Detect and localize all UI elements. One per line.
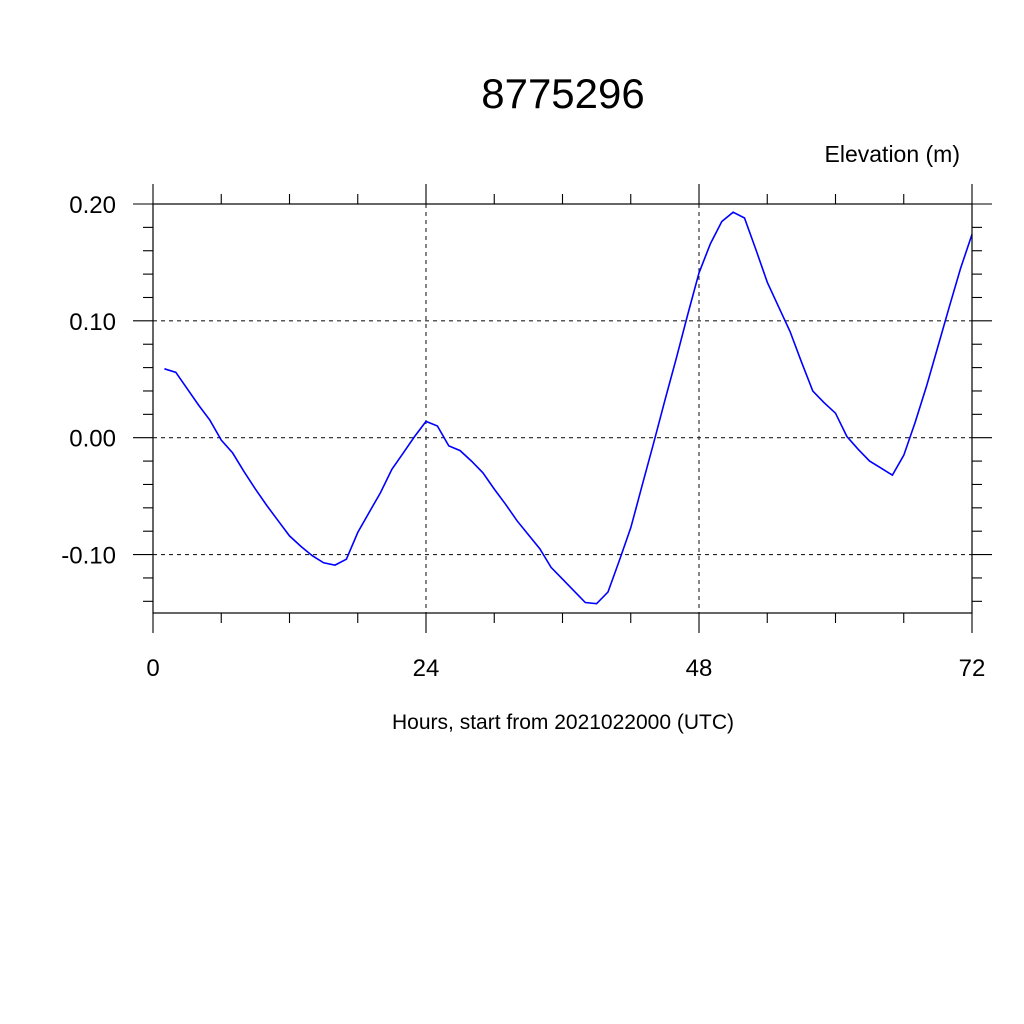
y-axis-label: Elevation (m) (825, 141, 960, 167)
series-line (164, 211, 973, 605)
x-tick-label: 24 (413, 655, 440, 682)
grid (153, 204, 972, 613)
x-tick-label: 48 (686, 655, 713, 682)
y-tick-label: 0.20 (69, 192, 116, 219)
x-tick-label: 0 (146, 655, 159, 682)
y-tick-label: -0.10 (61, 543, 116, 570)
chart-title: 8775296 (481, 70, 645, 117)
tick-labels: 0 24 48 72 -0.10 0.00 0.10 0.20 (61, 192, 985, 682)
plot-frame (152, 203, 973, 614)
ticks (133, 184, 992, 633)
y-tick-label: 0.00 (69, 426, 116, 453)
y-tick-label: 0.10 (69, 309, 116, 336)
x-tick-label: 72 (959, 655, 986, 682)
x-axis-label: Hours, start from 2021022000 (UTC) (392, 711, 734, 734)
